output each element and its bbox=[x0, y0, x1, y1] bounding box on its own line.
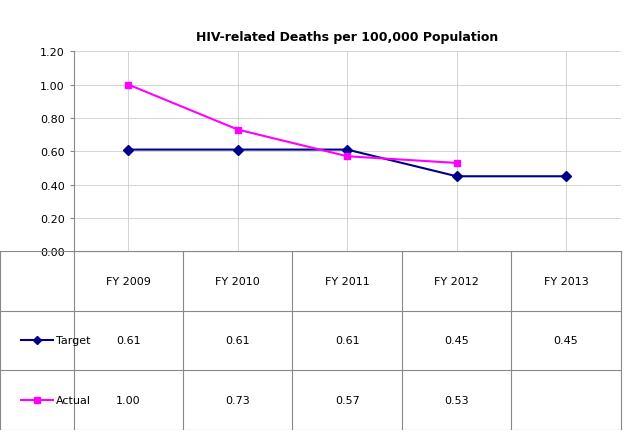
Text: 0.45: 0.45 bbox=[444, 336, 469, 345]
Text: 0.45: 0.45 bbox=[554, 336, 579, 345]
Text: Actual: Actual bbox=[56, 395, 91, 405]
Text: 0.61: 0.61 bbox=[225, 336, 250, 345]
Text: 0.61: 0.61 bbox=[116, 336, 141, 345]
Text: 0.73: 0.73 bbox=[225, 395, 250, 405]
Text: 0.57: 0.57 bbox=[335, 395, 360, 405]
Title: HIV-related Deaths per 100,000 Population: HIV-related Deaths per 100,000 Populatio… bbox=[196, 31, 499, 44]
Text: FY 2010: FY 2010 bbox=[216, 276, 260, 286]
Text: 0.53: 0.53 bbox=[444, 395, 469, 405]
Text: Target: Target bbox=[56, 336, 90, 345]
Text: FY 2011: FY 2011 bbox=[325, 276, 369, 286]
Text: 1.00: 1.00 bbox=[116, 395, 141, 405]
Text: FY 2009: FY 2009 bbox=[106, 276, 151, 286]
Text: FY 2013: FY 2013 bbox=[544, 276, 588, 286]
Text: 0.61: 0.61 bbox=[335, 336, 360, 345]
Text: FY 2012: FY 2012 bbox=[434, 276, 479, 286]
